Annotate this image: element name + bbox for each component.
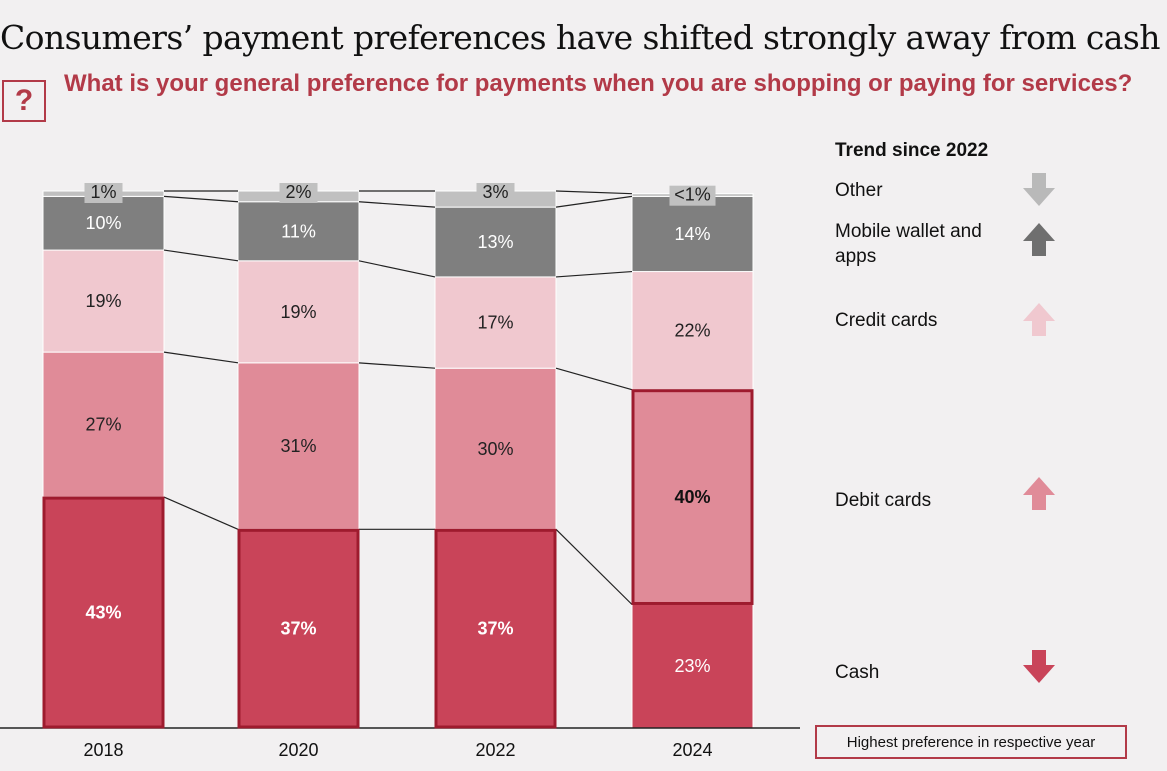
value-label: 13% xyxy=(477,232,513,252)
connector-line xyxy=(358,362,436,369)
connector-line xyxy=(555,528,633,605)
legend-item-credit-cards: Credit cards xyxy=(835,310,938,331)
value-label: 19% xyxy=(280,302,316,322)
bar-segment-2020-credit-cards xyxy=(237,260,360,364)
connector-line xyxy=(163,351,239,364)
x-tick-label: 2022 xyxy=(475,740,515,760)
arrow-up-icon xyxy=(1023,303,1055,336)
value-label-box xyxy=(669,185,716,206)
highlight-note: Highest preference in respective year xyxy=(815,725,1127,759)
bar-segment-2018-mobile-wallet-and-apps xyxy=(42,195,165,251)
value-label: 17% xyxy=(477,313,513,333)
value-label: 22% xyxy=(674,321,710,341)
arrow-down-icon xyxy=(1023,650,1055,683)
bar-segment-2020-debit-cards xyxy=(237,362,360,530)
value-label: 31% xyxy=(280,436,316,456)
connector-line xyxy=(555,367,633,391)
value-label: <1% xyxy=(674,185,711,205)
question-icon: ? xyxy=(2,80,46,122)
chart-title: Consumers’ payment preferences have shif… xyxy=(0,18,1160,57)
value-label-box xyxy=(476,183,515,203)
x-tick-label: 2018 xyxy=(83,740,123,760)
highlight-outline xyxy=(434,528,557,729)
bar-segment-2024-mobile-wallet-and-apps xyxy=(631,195,754,273)
connector-line xyxy=(358,201,436,208)
bar-segment-2022-debit-cards xyxy=(434,367,557,530)
legend-item-mobile-wallet: Mobile wallet and apps xyxy=(835,221,982,267)
bar-segment-2020-cash xyxy=(237,528,360,729)
connector-line xyxy=(555,270,633,278)
legend-item-cash: Cash xyxy=(835,662,880,683)
connector-line xyxy=(555,195,633,208)
value-label: 23% xyxy=(674,656,710,676)
arrow-down-icon xyxy=(1023,173,1055,206)
bar-segment-2022-mobile-wallet-and-apps xyxy=(434,206,557,278)
arrow-up-icon xyxy=(1023,223,1055,256)
value-label: 14% xyxy=(674,224,710,244)
bar-segment-2024-credit-cards xyxy=(631,271,754,391)
connector-line xyxy=(163,249,239,262)
value-label: 43% xyxy=(85,603,121,623)
legend-title: Trend since 2022 xyxy=(835,140,989,161)
value-label: 37% xyxy=(280,619,316,639)
connector-line xyxy=(163,496,239,530)
value-label: 19% xyxy=(85,291,121,311)
value-label-box xyxy=(279,183,318,203)
bar-segment-2024-cash xyxy=(631,603,754,729)
connector-line xyxy=(358,260,436,278)
value-label: 40% xyxy=(674,487,710,507)
value-label: 2% xyxy=(285,182,311,202)
legend-item-other: Other xyxy=(835,180,883,201)
value-label: 3% xyxy=(482,182,508,202)
legend-item-debit-cards: Debit cards xyxy=(835,490,932,511)
value-label: 1% xyxy=(90,182,116,202)
connector-line xyxy=(163,195,239,203)
bar-segment-2024-debit-cards xyxy=(631,389,754,605)
connector-line xyxy=(555,190,633,195)
bar-segment-2022-credit-cards xyxy=(434,276,557,369)
value-label: 27% xyxy=(85,415,121,435)
x-tick-label: 2020 xyxy=(278,740,318,760)
value-label: 10% xyxy=(85,213,121,233)
value-label: 11% xyxy=(281,221,316,241)
arrow-up-icon xyxy=(1023,477,1055,510)
highlight-outline xyxy=(631,389,754,605)
value-label-box xyxy=(84,183,123,203)
x-tick-label: 2024 xyxy=(672,740,712,760)
bar-segment-2018-credit-cards xyxy=(42,249,165,353)
highlight-outline xyxy=(42,496,165,729)
highlight-outline xyxy=(237,528,360,729)
survey-question: What is your general preference for paym… xyxy=(64,70,1133,97)
value-label: 30% xyxy=(477,439,513,459)
value-label: 37% xyxy=(477,619,513,639)
